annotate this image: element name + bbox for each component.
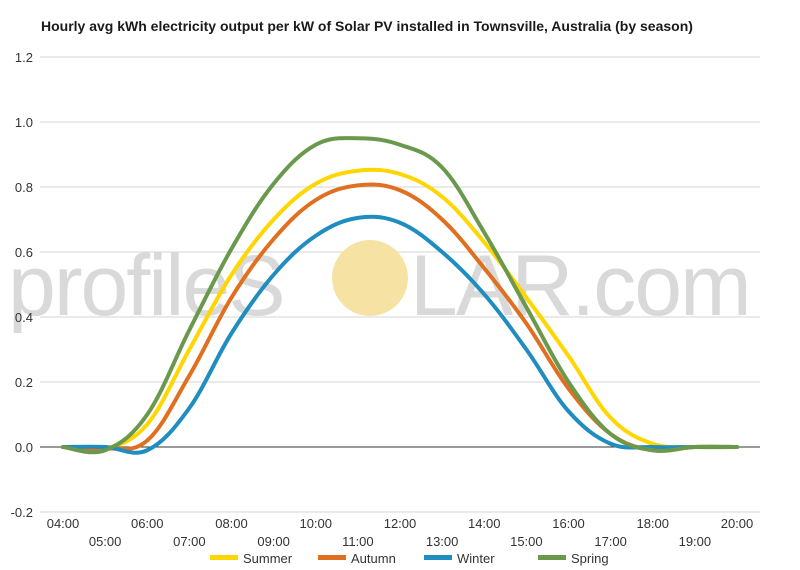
x-tick-label: 10:00 (299, 516, 332, 531)
legend: Summer Autumn Winter Spring (210, 551, 609, 566)
legend-swatch-summer (210, 555, 238, 560)
x-tick-label: 19:00 (679, 534, 712, 549)
x-tick-label: 14:00 (468, 516, 501, 531)
x-tick-label: 13:00 (426, 534, 459, 549)
watermark-sun-icon (332, 240, 408, 316)
x-tick-label: 12:00 (384, 516, 417, 531)
legend-label-summer: Summer (243, 551, 293, 566)
y-axis-ticks: -0.2 0.0 0.2 0.4 0.6 0.8 1.0 1.2 (11, 50, 33, 520)
series-line-summer (61, 167, 739, 453)
x-tick-label: 06:00 (131, 516, 164, 531)
x-tick-label: 17:00 (594, 534, 627, 549)
y-tick-label: 0.6 (15, 245, 33, 260)
y-tick-label: 0.4 (15, 310, 33, 325)
x-tick-label: 05:00 (89, 534, 122, 549)
x-tick-label: 04:00 (47, 516, 80, 531)
y-tick-label: 0.2 (15, 375, 33, 390)
series-line-spring (61, 136, 739, 455)
x-tick-label: 08:00 (215, 516, 248, 531)
watermark-text-right: LAR.com (410, 238, 750, 334)
y-tick-label: 0.0 (15, 440, 33, 455)
legend-label-autumn: Autumn (351, 551, 396, 566)
legend-swatch-spring (538, 555, 566, 560)
x-tick-label: 16:00 (552, 516, 585, 531)
chart-title: Hourly avg kWh electricity output per kW… (41, 18, 693, 34)
legend-swatch-winter (424, 555, 452, 560)
x-axis-ticks: 04:00 06:00 08:00 10:00 12:00 14:00 16:00 18:00… (47, 516, 754, 549)
y-tick-label: 0.8 (15, 180, 33, 195)
legend-label-spring: Spring (571, 551, 609, 566)
series-line-winter (61, 214, 739, 455)
y-tick-label: -0.2 (11, 505, 33, 520)
x-tick-label: 11:00 (342, 534, 374, 549)
x-tick-label: 15:00 (510, 534, 543, 549)
legend-label-winter: Winter (457, 551, 495, 566)
series-lines (61, 136, 739, 455)
gridlines (40, 56, 760, 513)
watermark: profileS LAR.com (8, 238, 752, 334)
legend-swatch-autumn (318, 555, 346, 560)
x-tick-label: 09:00 (257, 534, 290, 549)
x-tick-label: 18:00 (636, 516, 669, 531)
y-tick-label: 1.0 (15, 115, 33, 130)
y-tick-label: 1.2 (15, 50, 33, 65)
x-tick-label: 07:00 (173, 534, 206, 549)
x-tick-label: 20:00 (721, 516, 754, 531)
